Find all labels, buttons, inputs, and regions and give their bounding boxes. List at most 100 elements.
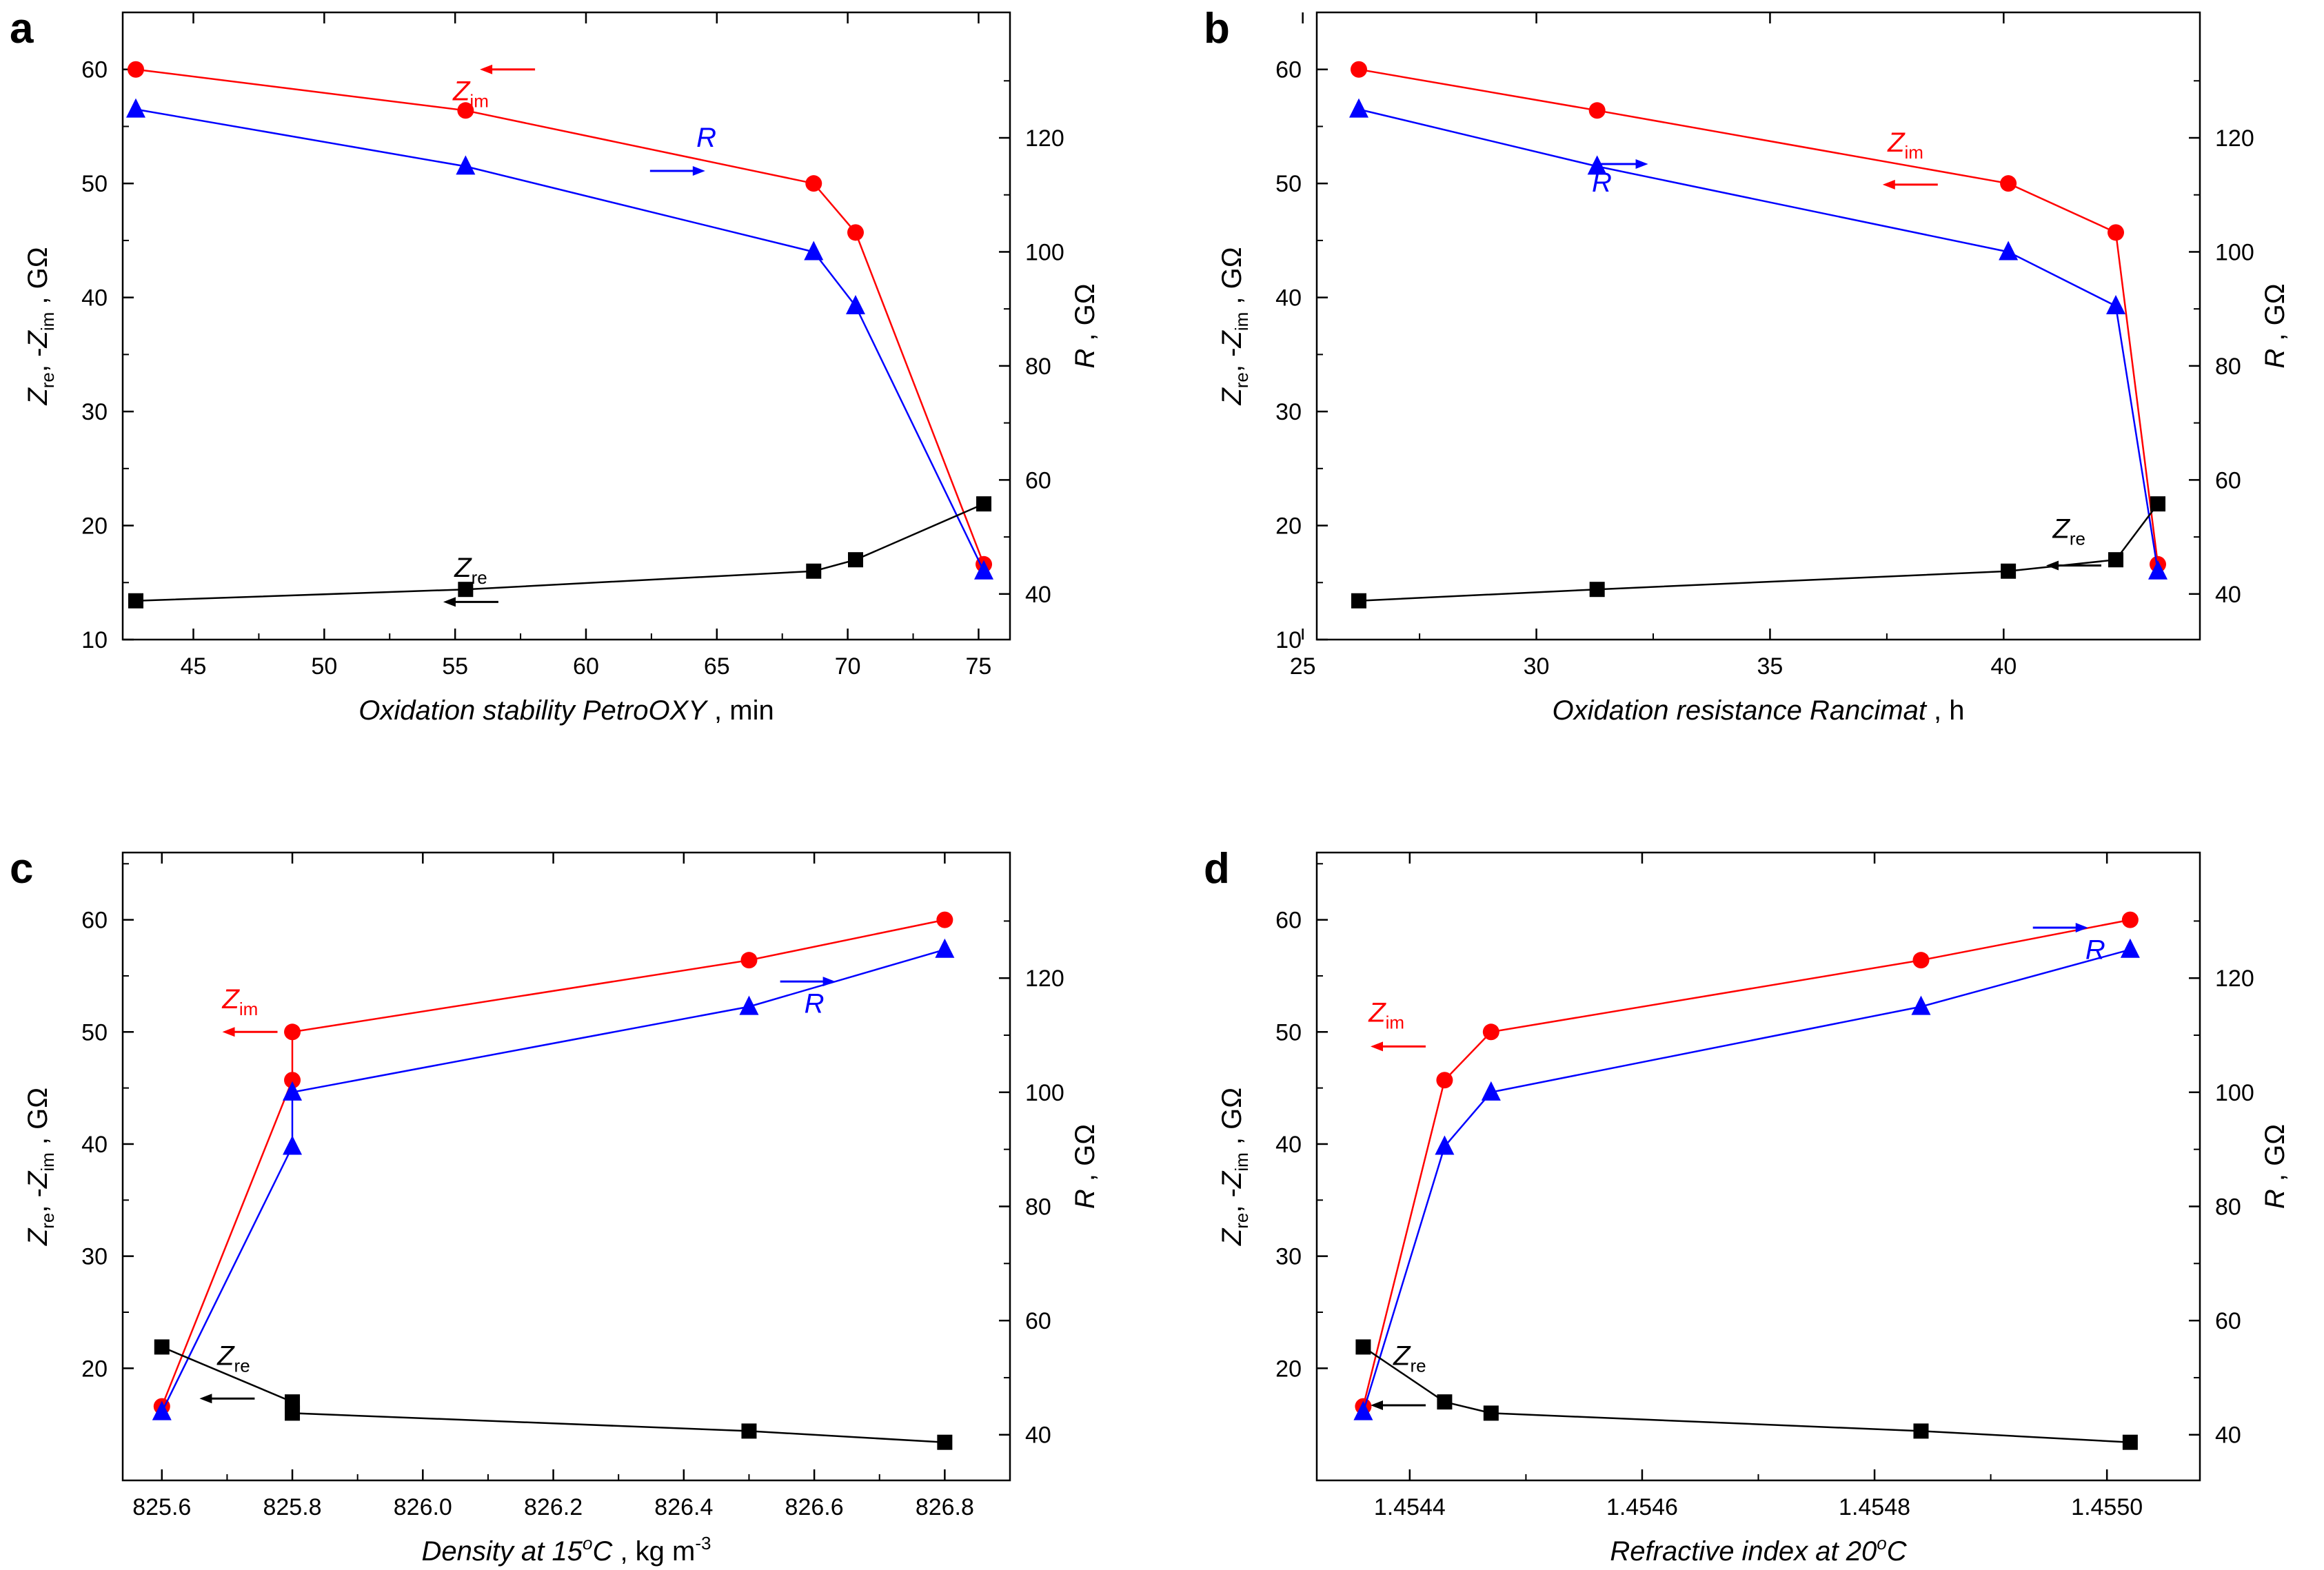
marker-R <box>283 1135 303 1155</box>
arrow-left-icon <box>2046 560 2059 571</box>
panel-c: c 825.6 825.8 826.0 826.2 826.4 826.6 826.8 20 30… <box>10 845 1100 1567</box>
annotation-sym: Z <box>454 553 472 583</box>
annotation-sym: R <box>805 989 825 1019</box>
annotation-label: R <box>805 989 825 1019</box>
y-tick-label: 30 <box>81 1244 108 1270</box>
annotation-sym: Z <box>216 1340 235 1371</box>
x-label-sep: , <box>612 1536 635 1567</box>
marker-Zre <box>848 552 864 568</box>
y-tick-label: 30 <box>1275 1244 1302 1270</box>
y-tick-label: 40 <box>81 285 108 312</box>
x-tick-label: 60 <box>573 653 599 680</box>
y-label-sub2: im <box>1231 312 1252 331</box>
x-tick-label: 70 <box>835 653 861 680</box>
plot-frame <box>1315 11 2201 641</box>
series-line-Zim <box>1362 919 2131 1407</box>
plot-frame <box>121 11 1011 641</box>
x-tick-label: 35 <box>1757 653 1784 680</box>
annotation-label: R <box>696 123 716 153</box>
y-label-sym2: Z <box>1217 1170 1247 1189</box>
x-label-unit: kg m <box>636 1536 696 1567</box>
arrow-left-icon <box>199 1394 212 1404</box>
y-label-sym: Z <box>1217 387 1247 406</box>
y2-tick-label: 120 <box>1025 125 1064 152</box>
marker-Zim <box>1912 952 1930 969</box>
y-label-sub2: im <box>1231 1152 1252 1171</box>
annotation-label: Zim <box>452 76 489 111</box>
y-label-sub: re <box>37 1213 58 1229</box>
y-label-sym: Z <box>23 1227 53 1246</box>
marker-R <box>1435 1135 1455 1155</box>
marker-Zim <box>1482 1023 1499 1041</box>
panel-letter: b <box>1204 5 1230 52</box>
y2-tick-label: 40 <box>1025 1423 1051 1449</box>
marker-R <box>1481 1081 1501 1101</box>
annotation-label: Zim <box>221 984 258 1019</box>
x-tick-label: 825.8 <box>263 1494 321 1520</box>
y-tick-label: 20 <box>1275 1356 1302 1382</box>
marker-Zim <box>1436 1072 1453 1089</box>
y2-tick-label: 80 <box>2215 1194 2241 1220</box>
y-tick-label: 30 <box>1275 399 1302 425</box>
x-tick-label: 65 <box>704 653 730 680</box>
marker-Zim <box>1351 61 1367 78</box>
panel-b: b 25 30 35 40 10 20 30 40 50 60 40 60 80 100 120 Oxidati… <box>1204 5 2290 726</box>
marker-Zim <box>284 1023 301 1041</box>
annotation-sub: im <box>469 90 488 111</box>
x-label-main: Oxidation stability PetroOXY <box>358 695 709 726</box>
y-tick-label: 40 <box>1275 1132 1302 1158</box>
arrow-left-icon <box>222 1027 235 1037</box>
x-tick-label: 50 <box>311 653 337 680</box>
y2-tick-label: 40 <box>1025 582 1051 608</box>
y-axis-label-right: R , GΩ <box>1070 1124 1100 1209</box>
x-tick-label: 25 <box>1290 653 1316 680</box>
y2-label-sym: R <box>1070 1189 1100 1209</box>
y-label-text2: , - <box>1217 1188 1247 1213</box>
marker-Zre <box>2150 496 2165 512</box>
y-tick-label: 50 <box>81 171 108 197</box>
y2-tick-label: 120 <box>1025 966 1064 992</box>
arrow-left-icon <box>1882 179 1895 190</box>
marker-R <box>2148 560 2168 580</box>
marker-Zim <box>127 61 144 78</box>
y2-label-sep: , <box>1070 1166 1100 1189</box>
y-tick-label: 50 <box>81 1019 108 1046</box>
y2-tick-label: 80 <box>1025 354 1051 380</box>
y2-label-sym: R <box>2260 1189 2290 1209</box>
marker-Zim <box>936 911 953 928</box>
marker-Zre <box>1589 582 1605 598</box>
y-label-unit: GΩ <box>23 1088 53 1130</box>
y-tick-label: 50 <box>1275 1019 1302 1046</box>
series-line-Zim <box>1358 68 2159 564</box>
y2-tick-label: 100 <box>2215 1080 2254 1106</box>
arrow-left-icon <box>480 64 493 74</box>
y-label-text2: , - <box>23 1188 53 1213</box>
x-tick-label: 1.4544 <box>1374 1494 1446 1520</box>
y2-tick-label: 100 <box>2215 239 2254 265</box>
y2-tick-label: 80 <box>2215 354 2241 380</box>
y-label-unit: GΩ <box>1217 1088 1247 1130</box>
x-tick-label: 75 <box>966 653 992 680</box>
y2-tick-label: 120 <box>2215 966 2254 992</box>
x-tick-label: 1.4550 <box>2071 1494 2143 1520</box>
panel-a: a 45 50 55 60 65 70 75 10 20 30 40 50 60 40 60 80 100 120 O… <box>10 5 1100 726</box>
y-label-text2: , - <box>23 348 53 373</box>
x-label-unit: min <box>729 695 774 726</box>
annotation-sym: Z <box>221 984 240 1015</box>
y-label-sub2: im <box>37 1152 58 1171</box>
series-line-R <box>1358 108 2159 571</box>
marker-Zre <box>937 1434 953 1450</box>
marker-Zim <box>805 175 822 192</box>
marker-R <box>1353 1400 1373 1420</box>
x-axis-label: Oxidation stability PetroOXY , min <box>358 695 774 726</box>
marker-Zim <box>740 952 758 969</box>
annotation-sym: Z <box>1393 1340 1411 1371</box>
x-tick-label: 826.6 <box>785 1494 844 1520</box>
annotation-label: Zim <box>1887 128 1923 163</box>
marker-Zre <box>976 496 992 512</box>
marker-Zre <box>154 1339 170 1355</box>
y-axis-label-right: R , GΩ <box>1070 283 1100 368</box>
annotation-sub: im <box>1905 142 1923 163</box>
x-label-unit-sup: -3 <box>695 1533 711 1553</box>
y2-label-sep: , <box>2260 1166 2290 1189</box>
